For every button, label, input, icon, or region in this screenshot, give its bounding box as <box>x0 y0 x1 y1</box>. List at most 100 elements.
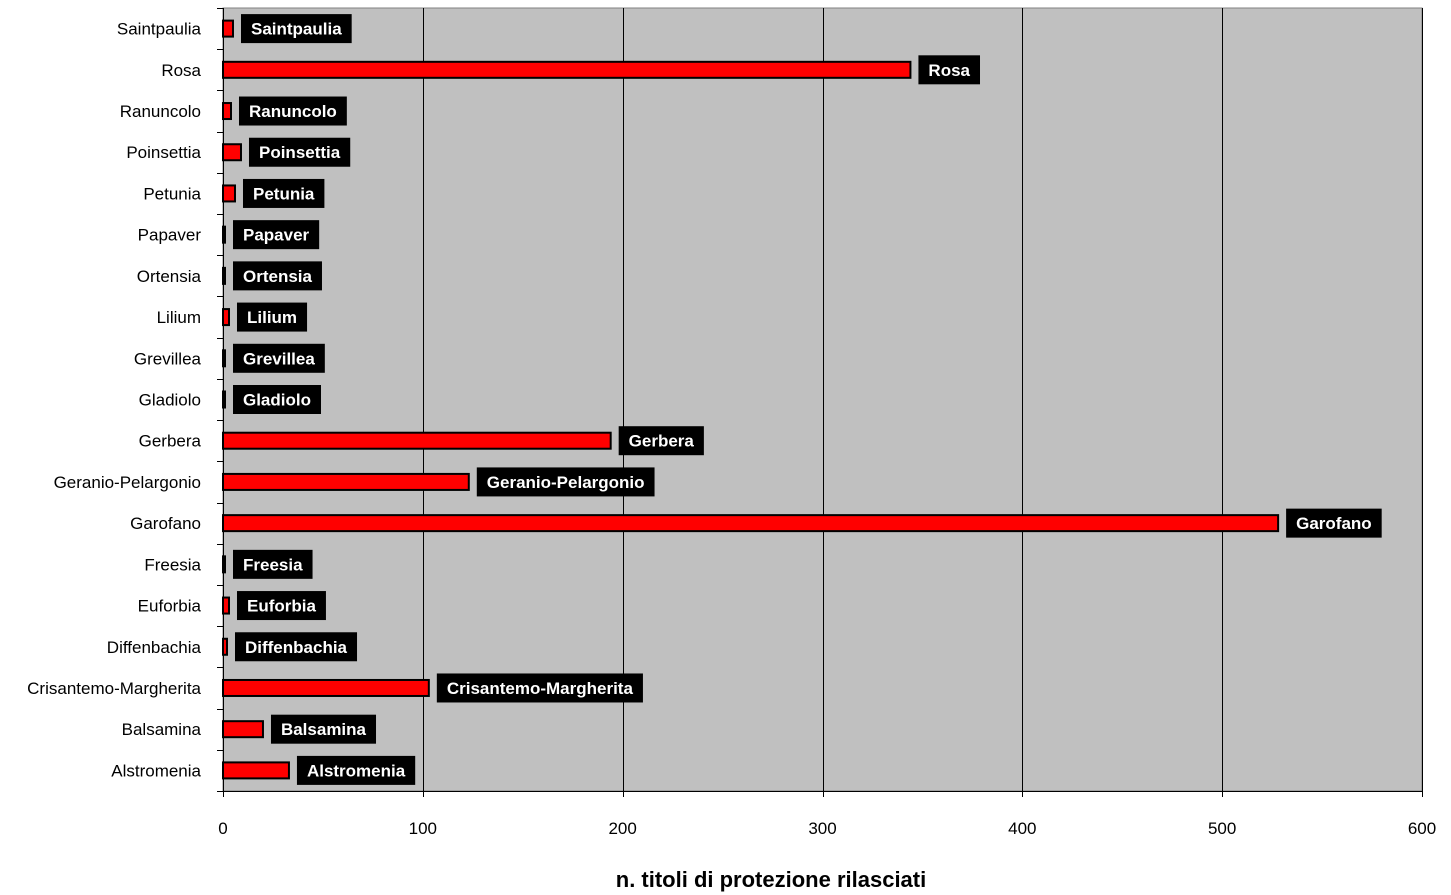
data-label-text-8: Gerbera <box>629 432 695 451</box>
data-label-0: Alstromenia <box>296 755 416 785</box>
data-label-text-1: Balsamina <box>281 720 367 739</box>
data-label-18: Saintpaulia <box>240 14 352 44</box>
category-label-5: Freesia <box>144 555 201 574</box>
bar-17 <box>222 60 912 79</box>
data-label-16: Ranuncolo <box>238 96 347 126</box>
bar-16 <box>222 102 232 121</box>
category-label-13: Papaver <box>138 226 202 245</box>
data-label-text-7: Geranio-Pelargonio <box>487 473 645 492</box>
category-label-18: Saintpaulia <box>117 20 202 39</box>
category-label-7: Geranio-Pelargonio <box>54 473 201 492</box>
data-label-5: Freesia <box>232 549 313 579</box>
bar-18 <box>222 19 234 38</box>
data-label-box-6 <box>1286 508 1382 538</box>
data-label-text-10: Grevillea <box>243 349 315 368</box>
data-label-15: Poinsettia <box>248 137 351 167</box>
data-label-box-4 <box>236 591 326 621</box>
bar-2 <box>222 678 430 697</box>
x-tick-label-3: 300 <box>808 819 836 838</box>
data-label-11: Lilium <box>236 302 308 332</box>
data-label-6: Garofano <box>1286 508 1382 538</box>
data-label-box-0 <box>296 755 416 785</box>
data-labels: Alstromenia Balsamina Crisantemo-Margherit… <box>232 14 1382 785</box>
x-tick-label-4: 400 <box>1008 819 1036 838</box>
x-tick-label-0: 0 <box>218 819 227 838</box>
data-label-box-14 <box>242 178 325 208</box>
category-label-3: Diffenbachia <box>107 638 202 657</box>
data-label-7: Geranio-Pelargonio <box>476 467 655 497</box>
bar-3 <box>222 637 228 656</box>
data-label-text-6: Garofano <box>1296 514 1372 533</box>
data-label-2: Crisantemo-Margherita <box>436 673 643 703</box>
data-label-box-8 <box>618 426 704 456</box>
data-label-8: Gerbera <box>618 426 704 456</box>
data-label-text-16: Ranuncolo <box>249 102 337 121</box>
data-label-box-13 <box>232 220 320 250</box>
category-label-10: Grevillea <box>134 349 202 368</box>
data-label-17: Rosa <box>918 55 981 85</box>
data-label-box-7 <box>476 467 655 497</box>
bar-7 <box>222 472 470 491</box>
bar-1 <box>222 720 264 739</box>
category-label-17: Rosa <box>161 61 201 80</box>
data-label-box-2 <box>436 673 643 703</box>
data-label-text-13: Papaver <box>243 226 310 245</box>
data-label-text-9: Gladiolo <box>243 391 311 410</box>
bar-12 <box>222 266 226 285</box>
bar-15 <box>222 143 242 162</box>
category-label-1: Balsamina <box>122 720 202 739</box>
x-tick-labels: 0 100 200 300 400 500 600 <box>218 819 1436 838</box>
category-label-8: Gerbera <box>139 432 202 451</box>
data-label-box-15 <box>248 137 351 167</box>
data-label-10: Grevillea <box>232 343 325 373</box>
data-label-13: Papaver <box>232 220 320 250</box>
category-label-4: Euforbia <box>138 597 202 616</box>
category-label-14: Petunia <box>143 184 201 203</box>
data-label-box-16 <box>238 96 347 126</box>
data-label-text-17: Rosa <box>928 61 970 80</box>
category-labels: Alstromenia Balsamina Crisantemo-Margherit… <box>27 20 201 781</box>
bar-0 <box>222 761 290 780</box>
bar-14 <box>222 184 236 203</box>
data-label-text-0: Alstromenia <box>307 761 406 780</box>
category-label-15: Poinsettia <box>126 143 201 162</box>
gridlines <box>423 8 1423 791</box>
data-label-box-9 <box>232 385 321 414</box>
data-label-14: Petunia <box>242 178 325 208</box>
category-label-16: Ranuncolo <box>120 102 201 121</box>
data-label-1: Balsamina <box>270 714 377 744</box>
data-label-box-10 <box>232 343 325 373</box>
data-label-9: Gladiolo <box>232 385 321 414</box>
bar-6 <box>222 514 1280 533</box>
data-label-box-12 <box>232 261 322 291</box>
x-tick-label-2: 200 <box>608 819 636 838</box>
bar-8 <box>222 431 612 450</box>
data-label-box-11 <box>236 302 308 332</box>
data-label-box-17 <box>918 55 981 85</box>
data-label-4: Euforbia <box>236 591 326 621</box>
data-label-box-5 <box>232 549 313 579</box>
data-label-box-3 <box>234 632 358 662</box>
bar-4 <box>222 596 230 615</box>
data-label-3: Diffenbachia <box>234 632 358 662</box>
plot-area <box>222 7 1423 792</box>
data-label-text-12: Ortensia <box>243 267 313 286</box>
data-label-text-14: Petunia <box>253 184 315 203</box>
category-label-9: Gladiolo <box>139 391 201 410</box>
data-label-text-18: Saintpaulia <box>251 20 342 39</box>
bar-5 <box>222 555 226 574</box>
x-tick-label-6: 600 <box>1408 819 1436 838</box>
data-label-text-4: Euforbia <box>247 597 316 616</box>
bar-9 <box>222 390 226 409</box>
x-tick-label-1: 100 <box>409 819 437 838</box>
category-label-0: Alstromenia <box>111 761 201 780</box>
bar-10 <box>222 349 226 368</box>
category-label-12: Ortensia <box>137 267 202 286</box>
data-label-text-15: Poinsettia <box>259 143 341 162</box>
category-label-2: Crisantemo-Margherita <box>27 679 201 698</box>
category-label-6: Garofano <box>130 514 201 533</box>
data-label-box-18 <box>240 14 352 44</box>
bar-13 <box>222 225 226 244</box>
data-label-text-2: Crisantemo-Margherita <box>447 679 634 698</box>
